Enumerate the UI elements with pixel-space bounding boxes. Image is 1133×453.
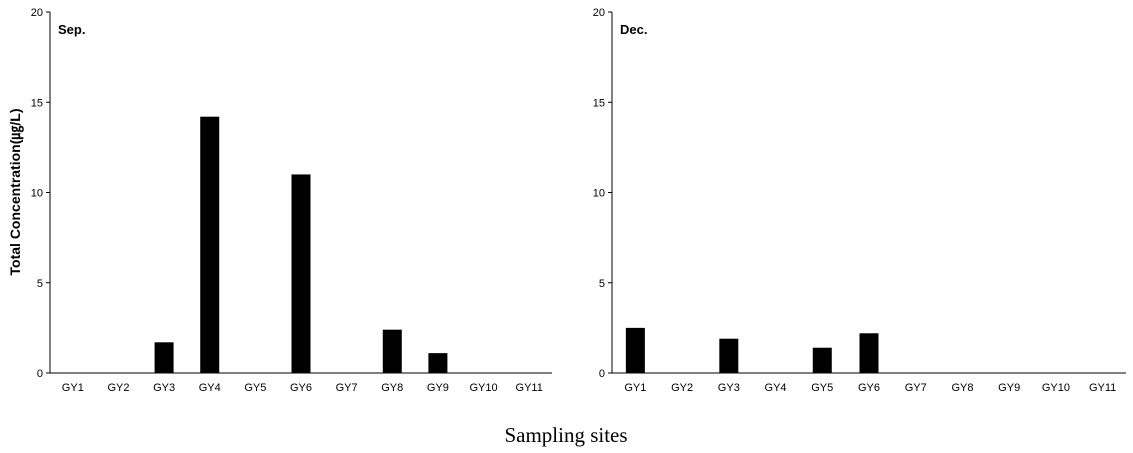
- x-tick-label: GY6: [290, 382, 312, 394]
- x-tick-label: GY11: [516, 382, 543, 394]
- y-tick-label: 10: [593, 188, 605, 200]
- bar-gy6: [859, 333, 879, 373]
- x-tick-label: GY3: [718, 382, 740, 394]
- y-tick-label: 5: [599, 278, 605, 290]
- bar-gy4: [200, 116, 220, 373]
- x-tick-label: GY10: [1042, 382, 1070, 394]
- bar-gy8: [382, 329, 402, 373]
- y-tick-label: 20: [593, 7, 605, 19]
- panel-title: Dec.: [620, 22, 647, 37]
- x-tick-label: GY7: [336, 382, 358, 394]
- x-tick-label: GY10: [469, 382, 497, 394]
- bar-gy6: [291, 174, 311, 373]
- x-tick-label: GY4: [765, 382, 787, 394]
- x-tick-label: GY7: [905, 382, 927, 394]
- x-tick-label: GY11: [1089, 382, 1116, 394]
- bar-gy9: [428, 353, 448, 373]
- panel-title: Sep.: [58, 22, 85, 37]
- bar-gy5: [812, 347, 832, 373]
- x-tick-label: GY1: [62, 382, 84, 394]
- bar-gy3: [719, 338, 739, 373]
- x-tick-label: GY8: [951, 382, 973, 394]
- chart-panel-sep: 0 5 10 15 20 GY1 GY2 GY3 GY4 GY5 GY6 GY7 GY8 GY9 GY10 G…: [31, 7, 552, 394]
- y-tick-label: 20: [31, 7, 43, 19]
- x-tick-label: GY3: [153, 382, 175, 394]
- x-tick-label: GY6: [858, 382, 880, 394]
- y-axis-label: Total Concentration(㎍/L): [7, 109, 25, 276]
- x-tick-label: GY2: [671, 382, 693, 394]
- x-axis-label: Sampling sites: [504, 423, 627, 447]
- bar-gy1: [625, 327, 645, 373]
- x-tick-label: GY8: [381, 382, 403, 394]
- x-tick-label: GY2: [107, 382, 129, 394]
- bar-gy3: [154, 342, 174, 373]
- x-tick-label: GY5: [811, 382, 833, 394]
- y-tick-label: 15: [593, 97, 605, 109]
- x-tick-label: GY9: [998, 382, 1020, 394]
- y-tick-label: 5: [37, 278, 43, 290]
- x-tick-label: GY9: [427, 382, 449, 394]
- y-tick-label: 0: [37, 368, 43, 380]
- x-tick-label: GY1: [624, 382, 646, 394]
- y-tick-label: 10: [31, 188, 43, 200]
- y-tick-label: 15: [31, 97, 43, 109]
- x-tick-label: GY4: [199, 382, 221, 394]
- y-tick-label: 0: [599, 368, 605, 380]
- x-tick-label: GY5: [244, 382, 266, 394]
- chart-panel-dec: 0 5 10 15 20 GY1 GY2 GY3 GY4 GY5 GY6 GY7 GY8 GY9 GY10 G…: [593, 7, 1126, 394]
